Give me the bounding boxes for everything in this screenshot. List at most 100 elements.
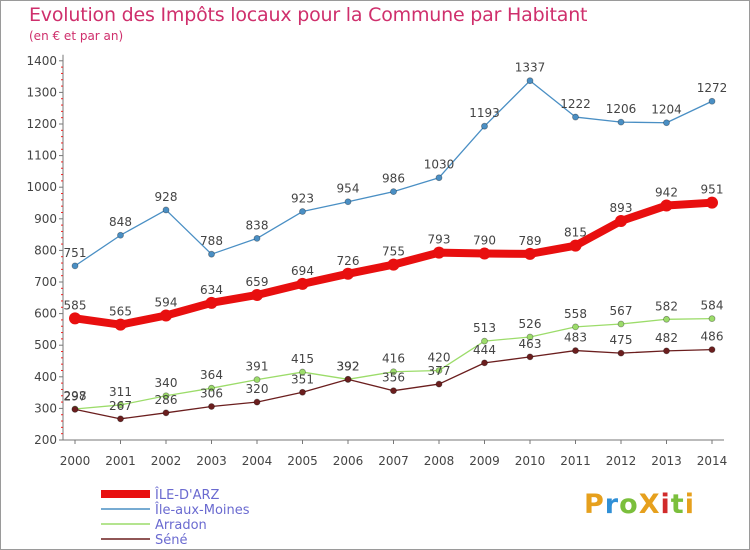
data-point [299, 368, 306, 376]
data-label: 297 [64, 389, 87, 403]
data-point [390, 188, 397, 196]
data-point [117, 415, 124, 423]
y-tick-label: 800 [34, 243, 57, 257]
data-point [114, 318, 127, 331]
data-point [117, 231, 124, 239]
legend-label: Arradon [155, 518, 207, 533]
data-point [617, 349, 625, 357]
data-point [481, 359, 488, 367]
data-label: 306 [200, 387, 223, 401]
data-point [572, 113, 579, 121]
data-label: 582 [655, 299, 678, 313]
data-label: 475 [610, 333, 633, 347]
data-point [615, 215, 627, 228]
data-label: 788 [200, 234, 223, 248]
y-tick-label: 1100 [26, 149, 57, 163]
data-point [251, 288, 263, 301]
logo-letter: i [684, 489, 695, 520]
proxiti-logo: ProXiti [584, 489, 695, 520]
data-point [344, 375, 352, 383]
data-point [708, 346, 716, 354]
data-label: 415 [291, 352, 314, 366]
data-label: 1193 [469, 106, 500, 120]
data-label: 298 [64, 389, 87, 403]
data-point [296, 277, 309, 290]
data-point [435, 380, 443, 388]
logo-letter: P [584, 489, 605, 520]
data-label: 815 [564, 226, 587, 240]
data-point [299, 388, 306, 396]
data-label: 923 [291, 192, 314, 206]
data-point [205, 296, 218, 309]
data-point [208, 250, 215, 258]
y-tick-label: 1300 [26, 85, 57, 99]
data-point [663, 315, 670, 323]
data-label: 267 [109, 399, 132, 413]
data-point [299, 208, 306, 215]
data-label: 838 [246, 218, 269, 232]
x-tick-label: 2012 [606, 454, 637, 468]
legend-label: ÎLE-D'ARZ [154, 487, 219, 503]
data-label: 364 [200, 368, 223, 382]
data-point [663, 347, 670, 355]
data-label: 986 [382, 172, 405, 186]
data-point [617, 118, 625, 126]
data-point [433, 246, 445, 259]
data-point [478, 247, 491, 260]
data-label: 848 [109, 215, 132, 229]
data-label: 558 [564, 307, 587, 321]
data-point [706, 196, 718, 209]
data-label: 790 [473, 234, 496, 248]
data-point [162, 392, 170, 400]
data-label: 377 [428, 364, 451, 378]
legend-label: Île-aux-Moines [154, 502, 250, 518]
data-label: 486 [701, 330, 724, 344]
data-label: 1030 [424, 158, 455, 172]
data-label: 482 [655, 331, 678, 345]
data-label: 320 [246, 382, 269, 396]
x-tick-label: 2003 [196, 454, 227, 468]
x-tick-label: 2010 [515, 454, 546, 468]
data-label: 340 [155, 376, 178, 390]
data-label: 694 [291, 264, 314, 278]
data-point [435, 367, 443, 374]
data-point [253, 376, 261, 384]
data-label: 954 [337, 182, 360, 196]
x-tick-label: 2001 [105, 454, 136, 468]
data-label: 1204 [651, 103, 682, 117]
data-label: 893 [610, 201, 633, 215]
data-label: 1206 [606, 102, 637, 116]
data-point [162, 409, 170, 417]
data-label: 659 [246, 275, 269, 289]
data-point [208, 403, 215, 410]
data-point [160, 309, 172, 322]
data-label: 942 [655, 186, 678, 200]
y-tick-label: 600 [34, 307, 57, 321]
logo-letter: r [604, 489, 620, 520]
y-tick-label: 1400 [26, 54, 57, 68]
legend-label: Séné [155, 533, 188, 548]
data-label: 951 [701, 183, 724, 197]
data-label: 793 [428, 233, 451, 247]
data-point [117, 401, 124, 409]
data-point [253, 234, 261, 242]
y-tick-label: 500 [34, 338, 57, 352]
data-label: 311 [109, 385, 132, 399]
logo-letter: t [670, 489, 685, 520]
data-point [342, 267, 354, 280]
data-point [572, 323, 579, 331]
x-tick-label: 2014 [697, 454, 728, 468]
data-label: 392 [337, 359, 360, 373]
data-point [524, 247, 536, 260]
x-tick-label: 2013 [651, 454, 682, 468]
data-point [708, 315, 716, 323]
x-tick-label: 2007 [378, 454, 409, 468]
data-point [663, 119, 670, 127]
data-point [344, 198, 352, 206]
data-point [71, 262, 79, 270]
x-tick-label: 2004 [242, 454, 273, 468]
x-tick-label: 2000 [60, 454, 91, 468]
y-tick-label: 700 [34, 275, 57, 289]
